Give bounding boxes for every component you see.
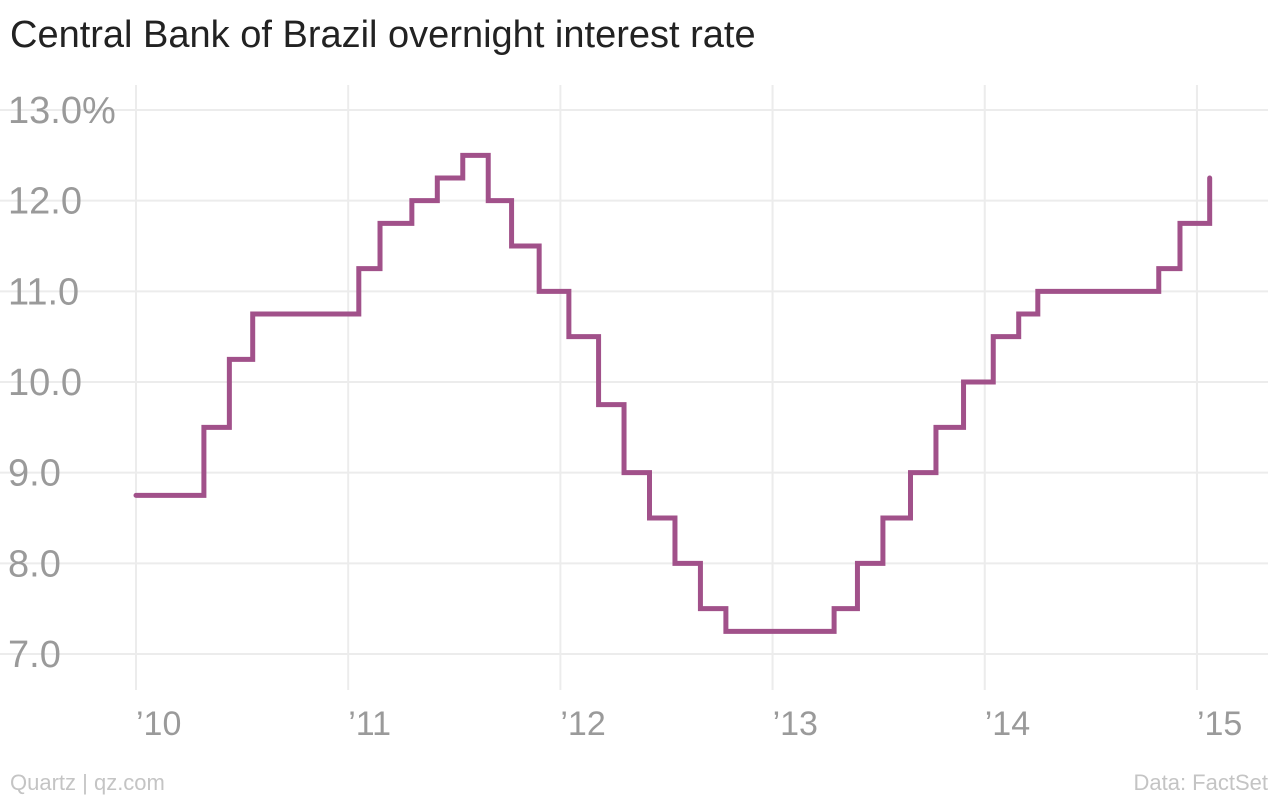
y-tick-label: 11.0 [8,271,79,313]
grid-lines [0,85,1268,690]
x-axis-ticks: ’10 ’11 ’12 ’13 ’14 ’15 [136,705,1242,743]
chart-title: Central Bank of Brazil overnight interes… [10,14,756,56]
y-tick-label: 7.0 [8,634,61,676]
credit-label: Quartz | qz.com [10,770,165,795]
y-axis-ticks: 13.0% 12.0 11.0 10.0 9.0 8.0 7.0 [8,90,116,676]
y-tick-label: 13.0% [8,90,116,132]
y-tick-label: 9.0 [8,453,61,495]
source-label: Data: FactSet [1133,770,1268,795]
y-tick-label: 10.0 [8,362,82,404]
x-tick-label: ’11 [348,705,391,743]
y-tick-label: 8.0 [8,543,61,585]
x-tick-label: ’13 [773,705,818,743]
x-tick-label: ’12 [560,705,605,743]
y-tick-label: 12.0 [8,181,82,223]
x-tick-label: ’14 [985,705,1030,743]
series-group [133,152,1213,634]
series-line [133,152,1213,634]
x-tick-label: ’15 [1197,705,1242,743]
x-tick-label: ’10 [136,705,181,743]
